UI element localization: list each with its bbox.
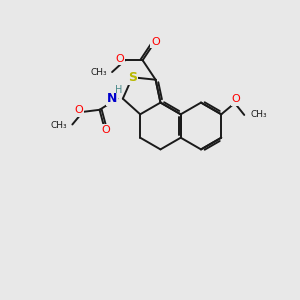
Text: O: O	[152, 37, 160, 47]
Text: O: O	[115, 54, 124, 64]
Text: S: S	[128, 71, 137, 84]
Text: N: N	[107, 92, 117, 105]
Text: CH₃: CH₃	[250, 110, 267, 119]
Text: CH₃: CH₃	[50, 121, 67, 130]
Text: O: O	[232, 94, 241, 104]
Text: O: O	[101, 125, 110, 135]
Text: CH₃: CH₃	[91, 68, 108, 77]
Text: O: O	[74, 105, 83, 116]
Text: H: H	[115, 85, 122, 94]
